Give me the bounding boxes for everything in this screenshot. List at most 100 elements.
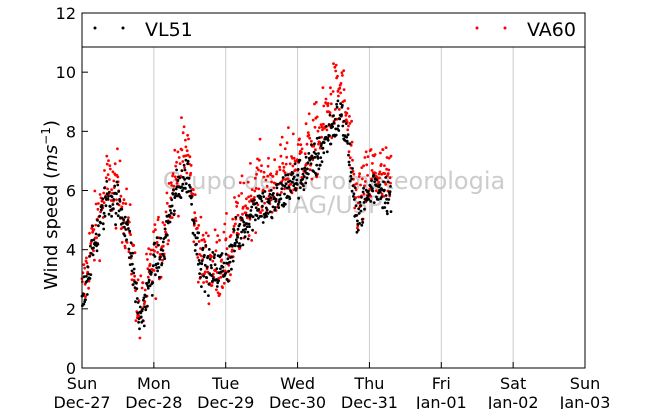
data-point	[155, 236, 159, 240]
data-point	[160, 262, 164, 265]
data-point	[291, 132, 295, 136]
data-point	[348, 163, 351, 167]
data-point	[231, 244, 235, 247]
data-point	[311, 118, 315, 122]
data-point	[262, 170, 266, 174]
x-tick-label-day: Wed	[280, 374, 315, 393]
data-point	[123, 246, 127, 250]
data-point	[207, 248, 211, 251]
data-point	[273, 206, 277, 209]
data-point	[369, 148, 373, 151]
data-point	[329, 86, 332, 90]
data-point	[360, 166, 364, 170]
data-point	[312, 170, 315, 173]
data-point	[304, 122, 308, 126]
data-point	[307, 152, 311, 155]
data-point	[200, 259, 204, 263]
data-point	[357, 212, 361, 215]
data-point	[187, 190, 190, 193]
data-point	[322, 104, 326, 108]
data-point	[278, 168, 282, 172]
data-point	[161, 258, 164, 262]
data-point	[123, 234, 127, 238]
data-point	[218, 238, 221, 242]
data-point	[272, 186, 276, 190]
data-point	[176, 178, 180, 182]
data-point	[334, 69, 338, 73]
data-point	[265, 184, 269, 188]
data-point	[347, 150, 351, 154]
data-point	[147, 278, 151, 282]
data-point	[309, 162, 313, 166]
data-point	[301, 172, 305, 176]
data-point	[339, 91, 342, 95]
data-point	[268, 192, 272, 196]
data-point	[104, 176, 108, 180]
data-point	[158, 275, 161, 279]
data-point	[154, 228, 157, 232]
data-point	[131, 251, 135, 255]
data-point	[92, 238, 96, 242]
data-point	[306, 161, 310, 165]
data-point	[222, 261, 226, 265]
data-point	[104, 204, 108, 208]
data-point	[184, 187, 187, 190]
data-point	[180, 189, 184, 193]
data-point	[359, 209, 363, 213]
data-point	[360, 195, 363, 199]
data-point	[82, 263, 86, 266]
data-point	[332, 62, 335, 65]
data-point	[261, 221, 265, 224]
data-point	[279, 143, 282, 147]
data-point	[128, 263, 132, 266]
data-point	[215, 288, 218, 292]
data-point	[348, 122, 352, 125]
data-point	[207, 302, 211, 306]
data-point	[363, 207, 366, 211]
y-tick-label: 2	[66, 300, 76, 319]
data-point	[266, 164, 270, 168]
data-point	[194, 216, 198, 220]
data-point	[248, 225, 251, 229]
data-point	[347, 160, 351, 164]
data-point	[262, 195, 266, 199]
data-point	[179, 196, 183, 200]
data-point	[277, 200, 281, 204]
data-point	[351, 167, 354, 170]
data-point	[269, 196, 273, 200]
data-point	[350, 140, 354, 144]
data-point	[286, 173, 290, 177]
data-point	[180, 116, 183, 119]
data-point	[299, 186, 302, 190]
data-point	[358, 200, 362, 204]
data-point	[370, 179, 373, 183]
data-point	[227, 269, 231, 273]
data-point	[106, 198, 110, 201]
data-point	[113, 162, 117, 166]
data-point	[327, 123, 331, 126]
data-point	[198, 272, 202, 275]
data-point	[215, 267, 219, 270]
data-point	[230, 248, 234, 252]
data-point	[385, 156, 389, 159]
data-point	[200, 285, 203, 288]
data-point	[141, 281, 145, 285]
data-point	[185, 171, 189, 175]
data-point	[149, 252, 152, 256]
data-point	[105, 180, 109, 183]
data-point	[295, 178, 299, 182]
data-point	[282, 204, 285, 208]
data-point	[236, 213, 240, 217]
data-point	[146, 304, 149, 308]
data-point	[175, 182, 179, 185]
x-tick-label-day: Thu	[353, 374, 384, 393]
legend-marker-vl51-2	[121, 26, 125, 30]
data-point	[193, 249, 197, 252]
data-point	[250, 205, 254, 209]
data-point	[201, 233, 205, 237]
data-point	[320, 135, 323, 139]
data-point	[338, 86, 342, 90]
data-point	[189, 164, 193, 167]
data-point	[211, 251, 215, 254]
data-point	[266, 212, 270, 215]
